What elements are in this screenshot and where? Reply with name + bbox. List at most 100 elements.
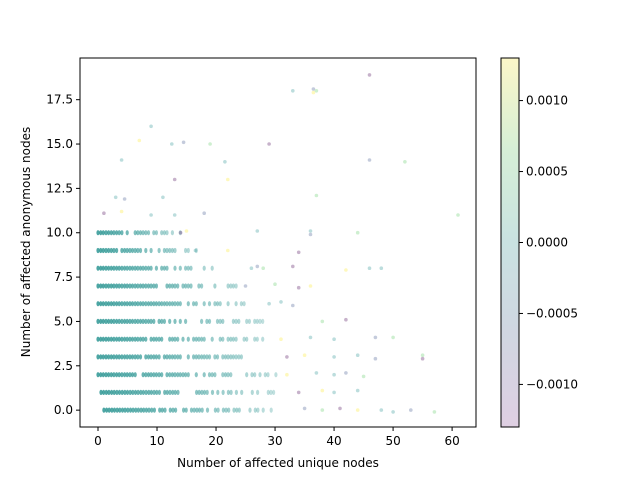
scatter-point bbox=[136, 265, 140, 271]
scatter-point bbox=[160, 301, 164, 307]
scatter-point bbox=[141, 318, 145, 324]
scatter-point bbox=[110, 389, 114, 395]
scatter-point bbox=[120, 354, 124, 360]
scatter-point bbox=[125, 318, 129, 324]
scatter-point bbox=[152, 336, 156, 342]
colorbar-tick-label: 0.0005 bbox=[526, 165, 568, 179]
scatter-point bbox=[223, 160, 227, 164]
scatter-point bbox=[194, 247, 198, 254]
scatter-point bbox=[221, 318, 225, 324]
scatter-point bbox=[149, 301, 153, 307]
scatter-point bbox=[144, 336, 148, 342]
scatter-point bbox=[253, 407, 257, 413]
y-tick-label: 5.0 bbox=[54, 314, 73, 328]
scatter-point bbox=[172, 177, 177, 182]
scatter-point bbox=[176, 389, 180, 395]
scatter-point bbox=[361, 374, 366, 379]
scatter-point bbox=[200, 354, 204, 360]
scatter-point bbox=[226, 248, 230, 253]
scatter-point bbox=[99, 389, 103, 395]
scatter-point bbox=[255, 264, 260, 269]
scatter-point bbox=[420, 353, 425, 358]
x-tick-label: 40 bbox=[326, 434, 341, 448]
scatter-point bbox=[197, 354, 201, 360]
scatter-point bbox=[136, 354, 140, 360]
scatter-point bbox=[170, 336, 174, 342]
scatter-point bbox=[130, 283, 135, 289]
scatter-point bbox=[189, 407, 194, 413]
scatter-point bbox=[102, 389, 106, 395]
scatter-point bbox=[215, 318, 220, 324]
scatter-point bbox=[338, 406, 342, 411]
scatter-point bbox=[255, 318, 259, 324]
scatter-point bbox=[101, 372, 105, 378]
scatter-point bbox=[160, 372, 164, 378]
scatter-point bbox=[168, 301, 172, 307]
scatter-point bbox=[119, 209, 124, 214]
scatter-point bbox=[128, 372, 132, 378]
scatter-point bbox=[170, 372, 174, 378]
scatter-point bbox=[168, 318, 172, 324]
scatter-point bbox=[173, 336, 177, 342]
scatter-point bbox=[234, 283, 238, 289]
scatter-point bbox=[367, 266, 372, 271]
scatter-point bbox=[269, 407, 273, 413]
scatter-point bbox=[136, 407, 140, 413]
scatter-point bbox=[285, 372, 289, 377]
scatter-point bbox=[107, 283, 111, 289]
scatter-point bbox=[137, 138, 142, 143]
scatter-point bbox=[128, 407, 133, 413]
scatter-point bbox=[158, 407, 162, 413]
y-axis: 0.0 2.5 5.0 7.5 10.0 12.5 15.0 17.5 bbox=[46, 93, 80, 417]
scatter-point bbox=[173, 301, 177, 307]
scatter-point bbox=[149, 389, 153, 395]
scatter-point bbox=[311, 87, 316, 91]
scatter-point bbox=[202, 372, 206, 378]
scatter-point bbox=[149, 354, 153, 360]
scatter-point bbox=[245, 336, 249, 342]
scatter-point bbox=[165, 301, 169, 307]
scatter-point bbox=[311, 90, 316, 95]
scatter-point bbox=[296, 285, 301, 290]
scatter-point bbox=[344, 317, 348, 322]
scatter-point bbox=[226, 372, 230, 378]
scatter-point bbox=[215, 354, 220, 360]
scatter-point bbox=[255, 229, 260, 233]
scatter-point bbox=[207, 318, 212, 324]
scatter-point bbox=[107, 318, 111, 324]
scatter-point bbox=[99, 301, 103, 307]
scatter-point bbox=[221, 354, 225, 360]
scatter-point bbox=[107, 372, 111, 378]
scatter-point bbox=[202, 301, 206, 307]
scatter-point bbox=[213, 372, 217, 378]
scatter-point bbox=[176, 354, 180, 360]
scatter-point bbox=[115, 354, 119, 360]
x-tick-label: 30 bbox=[267, 434, 282, 448]
scatter-point bbox=[154, 354, 158, 360]
scatter-point bbox=[146, 354, 151, 360]
scatter-point bbox=[231, 318, 235, 324]
scatter-point bbox=[133, 336, 137, 342]
scatter-point bbox=[267, 301, 271, 306]
plot-frame bbox=[79, 57, 477, 428]
scatter-point bbox=[253, 372, 257, 378]
scatter-point bbox=[157, 336, 161, 342]
x-tick-label: 10 bbox=[149, 434, 164, 448]
scatter-point bbox=[133, 354, 137, 360]
scatter-point bbox=[173, 283, 177, 289]
scatter-point bbox=[138, 354, 143, 360]
scatter-point bbox=[146, 301, 151, 307]
y-tick-label: 2.5 bbox=[54, 359, 73, 373]
scatter-point bbox=[109, 301, 113, 307]
scatter-point bbox=[218, 301, 222, 307]
scatter-point bbox=[223, 372, 228, 378]
scatter-point bbox=[229, 283, 233, 289]
scatter-point bbox=[176, 283, 180, 289]
scatter-point bbox=[234, 354, 238, 360]
scatter-point bbox=[123, 407, 127, 413]
scatter-point bbox=[154, 336, 158, 342]
scatter-point bbox=[229, 354, 233, 360]
scatter-point bbox=[99, 354, 103, 360]
scatter-point bbox=[107, 230, 111, 236]
scatter-point bbox=[178, 318, 182, 324]
